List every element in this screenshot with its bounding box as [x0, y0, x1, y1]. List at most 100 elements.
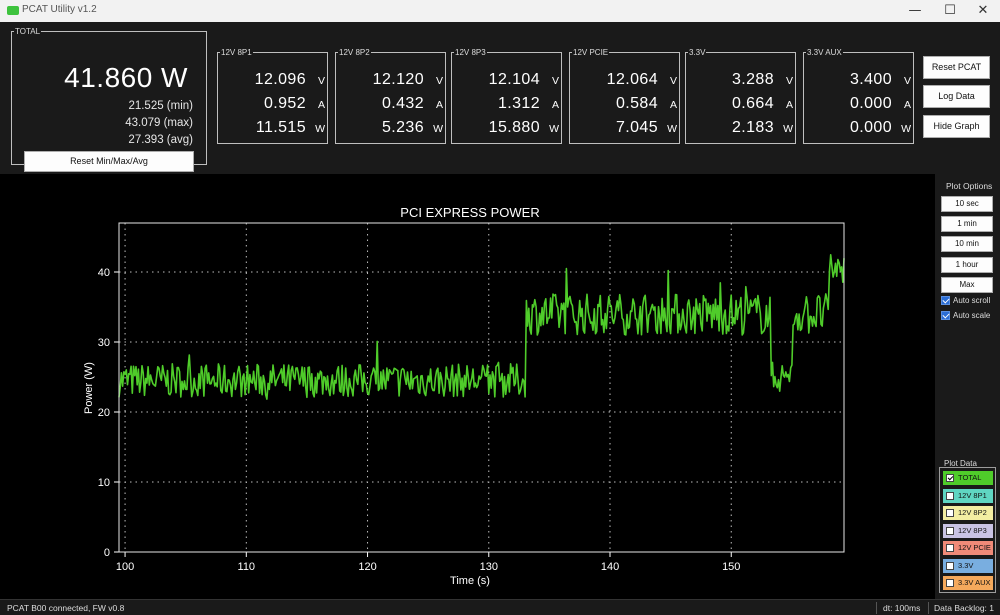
- rail-voltage-unit: V: [551, 75, 559, 87]
- rail-voltage-value: 12.104: [488, 71, 540, 88]
- checkbox-empty-icon: [946, 491, 954, 500]
- rail-voltage-row: 12.096 V: [218, 71, 328, 91]
- rail-group: 3.3V AUX 3.400 V 0.000 A 0.000 W: [803, 48, 914, 144]
- rail-power-row: 15.880 W: [452, 119, 562, 139]
- checkbox-checked-icon: [941, 311, 950, 321]
- plot-data-item[interactable]: 12V PCIE: [943, 541, 993, 555]
- hide-graph-button[interactable]: Hide Graph: [923, 115, 990, 138]
- plot-data-item[interactable]: 3.3V: [943, 558, 993, 573]
- plot-data-item-label: 12V 8P1: [958, 490, 987, 500]
- range-max-button[interactable]: Max: [941, 277, 993, 293]
- checkbox-empty-icon: [946, 579, 954, 588]
- rail-current-unit: A: [669, 99, 677, 111]
- range-1hour-button[interactable]: 1 hour: [941, 257, 993, 273]
- range-1min-button[interactable]: 1 min: [941, 216, 993, 232]
- rail-voltage-unit: V: [669, 75, 677, 87]
- chart-title: PCI EXPRESS POWER: [400, 205, 539, 220]
- rail-power-row: 2.183 W: [686, 119, 796, 139]
- log-data-button[interactable]: Log Data: [923, 85, 990, 108]
- plot-options-label: Plot Options: [946, 181, 993, 191]
- rail-power-unit: W: [433, 123, 443, 135]
- checkbox-empty-icon: [946, 509, 954, 518]
- rail-power-value: 7.045: [615, 119, 658, 136]
- range-10sec-button[interactable]: 10 sec: [941, 196, 993, 212]
- plot-data-item-label: 12V 8P2: [958, 508, 987, 517]
- plot-data-item[interactable]: 12V 8P1: [943, 488, 993, 503]
- plot-area: PCI EXPRESS POWER Time (s) Power (W) 100…: [0, 174, 935, 599]
- rail-current-unit: A: [317, 99, 325, 111]
- rail-current-row: 0.664 A: [686, 95, 796, 115]
- y-tick-label: 30: [98, 337, 110, 349]
- x-axis-label: Time (s): [450, 575, 490, 587]
- auto-scale-checkbox[interactable]: Auto scale: [941, 311, 990, 323]
- rail-current-unit: A: [551, 99, 559, 111]
- plot-data-item-label: 12V 8P3: [958, 525, 987, 535]
- y-tick-label: 10: [98, 477, 110, 489]
- x-tick-label: 140: [601, 561, 619, 573]
- x-tick-label: 110: [238, 561, 256, 573]
- rail-voltage-row: 3.400 V: [804, 71, 914, 91]
- total-avg-value: 27.393 (avg): [128, 134, 193, 146]
- plot-data-list: TOTAL 12V 8P1 12V 8P2 12V 8P3 12V PCIE 3.3V 3.…: [939, 467, 996, 593]
- rail-voltage-value: 12.120: [372, 71, 424, 88]
- rail-current-row: 0.584 A: [570, 95, 680, 115]
- rail-power-value: 15.880: [488, 119, 540, 136]
- title-bar: PCAT Utility v1.2 — ☐ ✕: [0, 0, 1000, 22]
- rail-name: 12V PCIE: [573, 48, 609, 57]
- rail-current-value: 0.584: [615, 95, 658, 112]
- rail-power-unit: W: [783, 123, 793, 135]
- readout-panel: TOTAL 41.860 W 21.525 (min) 43.079 (max)…: [0, 22, 1000, 174]
- status-divider: [876, 602, 877, 614]
- rail-name: 3.3V: [689, 48, 706, 57]
- rail-current-value: 0.952: [263, 95, 306, 112]
- rail-name: 12V 8P3: [455, 48, 486, 57]
- rail-power-value: 2.183: [731, 119, 774, 136]
- checkbox-empty-icon: [946, 544, 954, 553]
- rail-power-unit: W: [315, 123, 325, 135]
- plot-sidebar: Plot Options 10 sec 1 min 10 min 1 hour …: [935, 174, 1000, 599]
- status-divider: [928, 602, 929, 614]
- rail-group: 12V 8P1 12.096 V 0.952 A 11.515 W: [217, 48, 328, 144]
- reset-min-max-avg-button[interactable]: Reset Min/Max/Avg: [24, 151, 194, 172]
- plot-data-item[interactable]: TOTAL: [943, 471, 993, 485]
- total-max-value: 43.079 (max): [125, 117, 193, 129]
- range-10min-button[interactable]: 10 min: [941, 236, 993, 252]
- maximize-button[interactable]: ☐: [944, 3, 956, 18]
- plot-data-item[interactable]: 12V 8P2: [943, 506, 993, 520]
- rail-voltage-row: 12.104 V: [452, 71, 562, 91]
- rail-current-unit: A: [903, 99, 911, 111]
- y-tick-label: 40: [98, 267, 110, 279]
- total-power-value: 41.860 W: [64, 62, 188, 93]
- plot-data-item[interactable]: 3.3V AUX: [943, 576, 993, 590]
- auto-scroll-checkbox[interactable]: Auto scroll: [941, 296, 990, 308]
- rail-power-row: 11.515 W: [218, 119, 328, 139]
- total-power-series-line: [118, 254, 845, 400]
- rail-group: 3.3V 3.288 V 0.664 A 2.183 W: [685, 48, 796, 144]
- rail-power-row: 0.000 W: [804, 119, 914, 139]
- rail-current-value: 0.432: [381, 95, 424, 112]
- rail-voltage-row: 3.288 V: [686, 71, 796, 91]
- rail-voltage-value: 12.096: [254, 71, 306, 88]
- rail-group: 12V PCIE 12.064 V 0.584 A 7.045 W: [569, 48, 680, 144]
- plot-data-label: Plot Data: [944, 459, 977, 468]
- close-button[interactable]: ✕: [977, 3, 989, 18]
- reset-pcat-button[interactable]: Reset PCAT: [923, 56, 990, 79]
- connection-status: PCAT B00 connected, FW v0.8: [7, 603, 125, 613]
- rail-voltage-unit: V: [317, 75, 325, 87]
- total-group: TOTAL 41.860 W 21.525 (min) 43.079 (max)…: [11, 27, 207, 172]
- rail-voltage-row: 12.064 V: [570, 71, 680, 91]
- rail-power-row: 7.045 W: [570, 119, 680, 139]
- checkbox-empty-icon: [946, 561, 954, 570]
- rail-name: 12V 8P1: [221, 48, 252, 57]
- rail-current-row: 1.312 A: [452, 95, 562, 115]
- rail-current-row: 0.000 A: [804, 95, 914, 115]
- rail-voltage-unit: V: [785, 75, 793, 87]
- data-backlog: Data Backlog: 1: [934, 603, 995, 613]
- rail-current-row: 0.432 A: [336, 95, 446, 115]
- power-chart: PCI EXPRESS POWER Time (s) Power (W) 100…: [83, 205, 845, 587]
- x-tick-label: 150: [722, 561, 740, 573]
- plot-data-item[interactable]: 12V 8P3: [943, 523, 993, 538]
- minimize-button[interactable]: —: [908, 3, 922, 18]
- rail-power-unit: W: [549, 123, 559, 135]
- plot-data-item-label: 3.3V AUX: [958, 578, 991, 587]
